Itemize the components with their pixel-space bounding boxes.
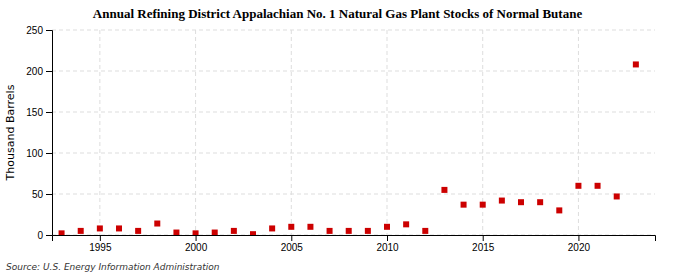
y-axis-label: Thousand Barrels <box>4 84 17 181</box>
plot-area: 1995 2000 2005 2010 2015 2020 0 50 100 150 200 250 <box>26 25 655 253</box>
tick-mark <box>46 153 52 154</box>
point <box>327 228 333 234</box>
point <box>288 224 294 230</box>
point <box>269 225 275 231</box>
tick-label: 0 <box>37 230 43 241</box>
point <box>193 230 199 235</box>
tick-label: 200 <box>26 66 43 77</box>
point <box>365 228 371 234</box>
point <box>154 221 160 227</box>
grid-line <box>578 30 579 235</box>
point <box>499 198 505 204</box>
tick-mark <box>578 235 579 241</box>
tick-label: 100 <box>26 148 43 159</box>
point <box>595 183 601 189</box>
tick: 200 <box>26 66 52 77</box>
axis-line <box>46 31 53 236</box>
grid-line <box>52 71 655 72</box>
point <box>346 228 352 234</box>
grid-line <box>387 30 388 235</box>
point <box>59 230 65 235</box>
tick-mark <box>100 235 101 241</box>
axis-line <box>53 236 656 242</box>
tick-mark <box>46 30 52 31</box>
grid-line <box>291 30 292 235</box>
points <box>59 61 639 235</box>
point <box>97 225 103 231</box>
point <box>537 199 543 205</box>
chart-svg: 1995 2000 2005 2010 2015 2020 0 50 100 150 200 250 A… <box>0 0 675 275</box>
tick-mark <box>46 71 52 72</box>
point <box>556 207 562 213</box>
point <box>575 183 581 189</box>
point <box>633 61 639 67</box>
point <box>441 187 447 193</box>
tick: 2020 <box>568 235 591 253</box>
tick-mark <box>46 112 52 113</box>
point <box>307 224 313 230</box>
tick: 50 <box>32 189 52 200</box>
tick-label: 2000 <box>185 242 208 253</box>
grid-line <box>52 112 655 113</box>
tick-mark <box>46 235 52 236</box>
tick-label: 2005 <box>281 242 304 253</box>
tick: 2005 <box>281 235 304 253</box>
tick-mark <box>483 235 484 241</box>
tick: 250 <box>26 25 52 36</box>
tick: 2000 <box>185 235 208 253</box>
tick-label: 250 <box>26 25 43 36</box>
chart-container: 1995 2000 2005 2010 2015 2020 0 50 100 150 200 250 A… <box>0 0 675 275</box>
grid-line <box>52 30 655 31</box>
tick: 1995 <box>89 235 112 253</box>
tick-label: 1995 <box>89 242 112 253</box>
grid <box>52 30 655 235</box>
point <box>614 193 620 199</box>
grid-line <box>52 194 655 195</box>
point <box>78 228 84 234</box>
tick-mark <box>46 194 52 195</box>
grid-line <box>52 153 655 154</box>
tick-label: 2015 <box>472 242 495 253</box>
tick: 100 <box>26 148 52 159</box>
tick-label: 150 <box>26 107 43 118</box>
point <box>422 228 428 234</box>
x-axis: 1995 2000 2005 2010 2015 2020 <box>53 235 656 253</box>
point <box>461 202 467 208</box>
tick: 2015 <box>472 235 495 253</box>
grid-line <box>99 30 100 235</box>
tick-label: 50 <box>32 189 44 200</box>
tick: 2010 <box>376 235 399 253</box>
point <box>173 230 179 235</box>
tick: 0 <box>37 230 52 241</box>
annotation: Source: U.S. Energy Information Administ… <box>6 262 220 272</box>
tick-label: 2020 <box>568 242 591 253</box>
tick-label: 2010 <box>376 242 399 253</box>
point <box>480 202 486 208</box>
point <box>250 231 256 235</box>
point <box>518 199 524 205</box>
point <box>212 230 218 235</box>
tick-mark <box>196 235 197 241</box>
point <box>384 224 390 230</box>
tick-mark <box>387 235 388 241</box>
y-axis: 0 50 100 150 200 250 <box>26 25 52 241</box>
title: Annual Refining District Appalachian No.… <box>93 6 583 21</box>
tick: 150 <box>26 107 52 118</box>
point <box>116 225 122 231</box>
point <box>231 228 237 234</box>
point <box>135 228 141 234</box>
grid-line <box>195 30 196 235</box>
tick-mark <box>291 235 292 241</box>
point <box>403 221 409 227</box>
